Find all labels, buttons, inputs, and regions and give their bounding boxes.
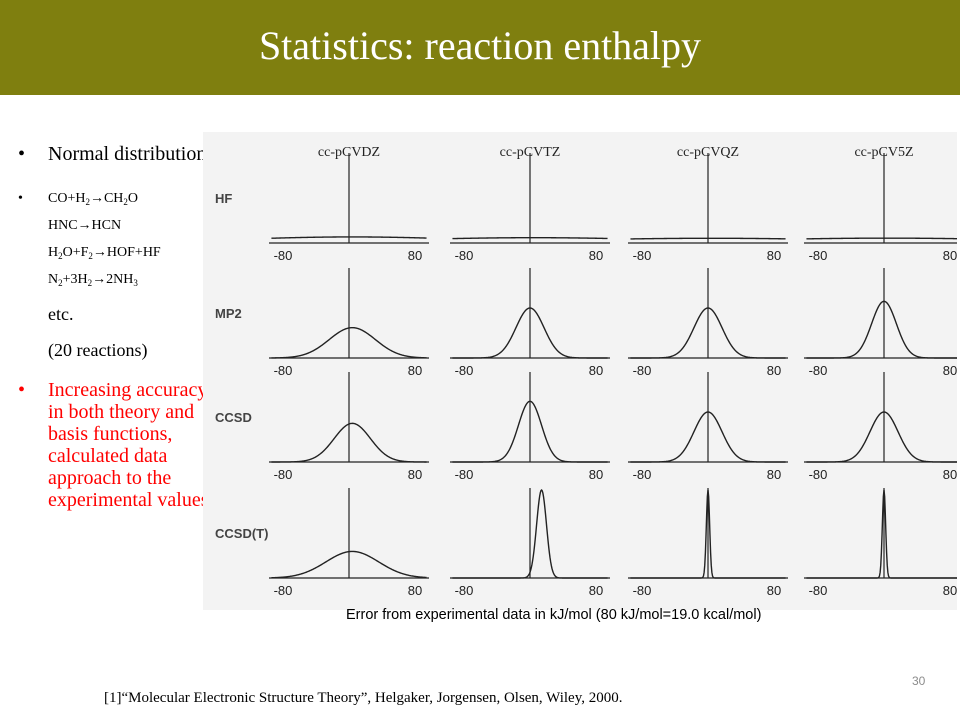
method-label: HF (215, 191, 232, 206)
tick-label: 80 (943, 248, 957, 263)
tick-label: 80 (589, 363, 603, 378)
tick-label: -80 (455, 583, 474, 598)
method-label: MP2 (215, 306, 242, 321)
reaction-line: CO+H2→CH2O (48, 191, 139, 207)
tick-label: 80 (943, 583, 957, 598)
reaction-line: N2+3H2→2NH3 (48, 272, 138, 288)
tick-label: 80 (408, 363, 422, 378)
tick-label: 80 (767, 363, 781, 378)
bullet-normal-distribution: • Normal distribution (18, 140, 218, 169)
reference: [1]“Molecular Electronic Structure Theor… (104, 690, 623, 706)
basis-set-label: cc-pCVDZ (318, 145, 380, 160)
bullet-text: Normal distribution (48, 143, 207, 165)
tick-label: -80 (809, 583, 828, 598)
tick-label: 80 (589, 467, 603, 482)
distribution-curve (452, 488, 608, 579)
distribution-curve (271, 236, 427, 239)
distribution-curve (806, 411, 960, 463)
slide-title: Statistics: reaction enthalpy (258, 23, 702, 68)
distribution-curve (452, 307, 608, 359)
tick-label: -80 (633, 583, 652, 598)
bullet-dot: • (18, 379, 26, 401)
tick-label: -80 (633, 248, 652, 263)
tick-label: -80 (274, 583, 293, 598)
tick-label: -80 (455, 467, 474, 482)
method-label: CCSD (215, 410, 252, 425)
distribution-curve (271, 326, 427, 359)
tick-label: -80 (274, 248, 293, 263)
basis-set-label: cc-pCVQZ (677, 145, 739, 160)
distribution-curve (630, 489, 786, 579)
reaction-count: (20 reactions) (48, 340, 148, 360)
bullet-list: • Normal distribution • CO+H2→CH2O HNC→H… (18, 140, 218, 511)
figure-caption: Error from experimental data in kJ/mol (… (346, 607, 762, 623)
tick-label: 80 (767, 583, 781, 598)
tick-label: -80 (455, 363, 474, 378)
distribution-curve (630, 307, 786, 359)
bullet-dot: • (18, 191, 23, 206)
distribution-curve (806, 237, 960, 240)
distribution-figure: cc-pCVDZ cc-pCVTZ cc-pCVQZ cc-pCV5Z HF MP2 CCS… (203, 132, 960, 610)
reaction-line: H2O+F2→HOF+HF (48, 245, 161, 261)
distribution-curve (271, 550, 427, 579)
title-bar: Statistics: reaction enthalpy (0, 0, 960, 95)
distribution-curve (452, 236, 608, 240)
distribution-grid: cc-pCVDZ cc-pCVTZ cc-pCVQZ cc-pCV5Z HF MP2 CCS… (215, 145, 960, 598)
etc-text: etc. (48, 304, 74, 324)
distribution-curve (630, 411, 786, 463)
tick-label: -80 (274, 467, 293, 482)
distribution-curve (806, 489, 960, 579)
tick-label: 80 (767, 248, 781, 263)
basis-set-label: cc-pCV5Z (854, 145, 913, 160)
distribution-curve (806, 300, 960, 359)
bullet-conclusion: • Increasing accuracy in both theory and… (18, 379, 218, 511)
tick-label: -80 (809, 248, 828, 263)
tick-label: -80 (274, 363, 293, 378)
bullet-dot: • (18, 143, 26, 165)
bullet-text: Increasing accuracy in both theory and b… (48, 379, 214, 511)
distribution-curve (452, 400, 608, 463)
tick-label: 80 (408, 583, 422, 598)
tick-label: 80 (589, 248, 603, 263)
tick-label: -80 (809, 363, 828, 378)
page-number: 30 (912, 674, 926, 688)
tick-label: -80 (633, 467, 652, 482)
tick-label: -80 (455, 248, 474, 263)
distribution-curve (630, 237, 786, 240)
tick-label: 80 (943, 363, 957, 378)
reaction-line: HNC→HCN (48, 218, 122, 233)
distribution-curve (271, 422, 427, 463)
method-label: CCSD(T) (215, 526, 268, 541)
bullet-reactions: • CO+H2→CH2O HNC→HCN H2O+F2→HOF+HF N2+3H… (18, 185, 218, 365)
tick-label: -80 (633, 363, 652, 378)
tick-label: 80 (943, 467, 957, 482)
basis-set-label: cc-pCVTZ (500, 145, 561, 160)
tick-label: 80 (408, 467, 422, 482)
tick-label: 80 (408, 248, 422, 263)
tick-label: 80 (589, 583, 603, 598)
tick-label: 80 (767, 467, 781, 482)
tick-label: -80 (809, 467, 828, 482)
